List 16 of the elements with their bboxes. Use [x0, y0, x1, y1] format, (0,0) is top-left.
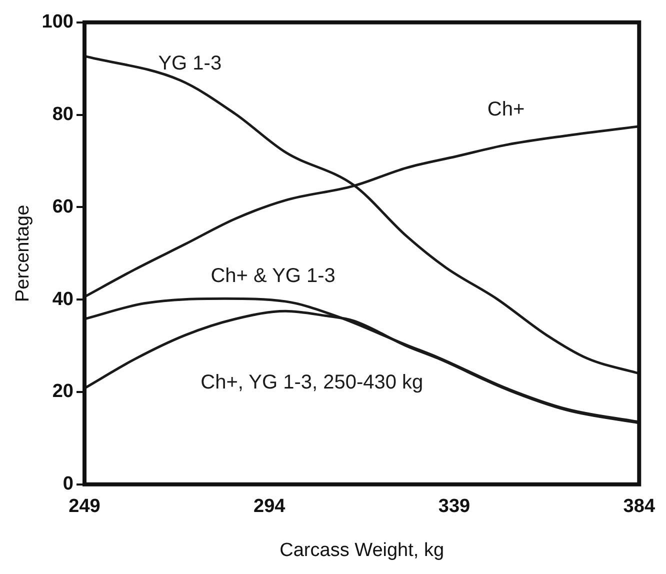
y-axis-title: Percentage [12, 204, 34, 302]
y-tick-label: 20 [52, 381, 74, 402]
series-label: Ch+, YG 1-3, 250-430 kg [200, 371, 424, 394]
y-tick-label: 60 [52, 196, 74, 218]
series-label: Ch+ & YG 1-3 [210, 265, 336, 288]
y-tick-label: 0 [62, 474, 74, 495]
y-tick-label: 80 [52, 104, 74, 126]
x-tick-label: 384 [623, 496, 656, 518]
x-tick-label: 249 [68, 496, 100, 518]
y-tick-label: 40 [52, 288, 74, 310]
series-label: YG 1-3 [158, 52, 222, 74]
x-tick-label: 294 [254, 496, 286, 518]
x-axis-title: Carcass Weight, kg [280, 540, 444, 561]
y-tick-label: 100 [42, 12, 74, 33]
x-tick-label: 339 [438, 496, 470, 518]
series-label: Ch+ [487, 98, 525, 121]
